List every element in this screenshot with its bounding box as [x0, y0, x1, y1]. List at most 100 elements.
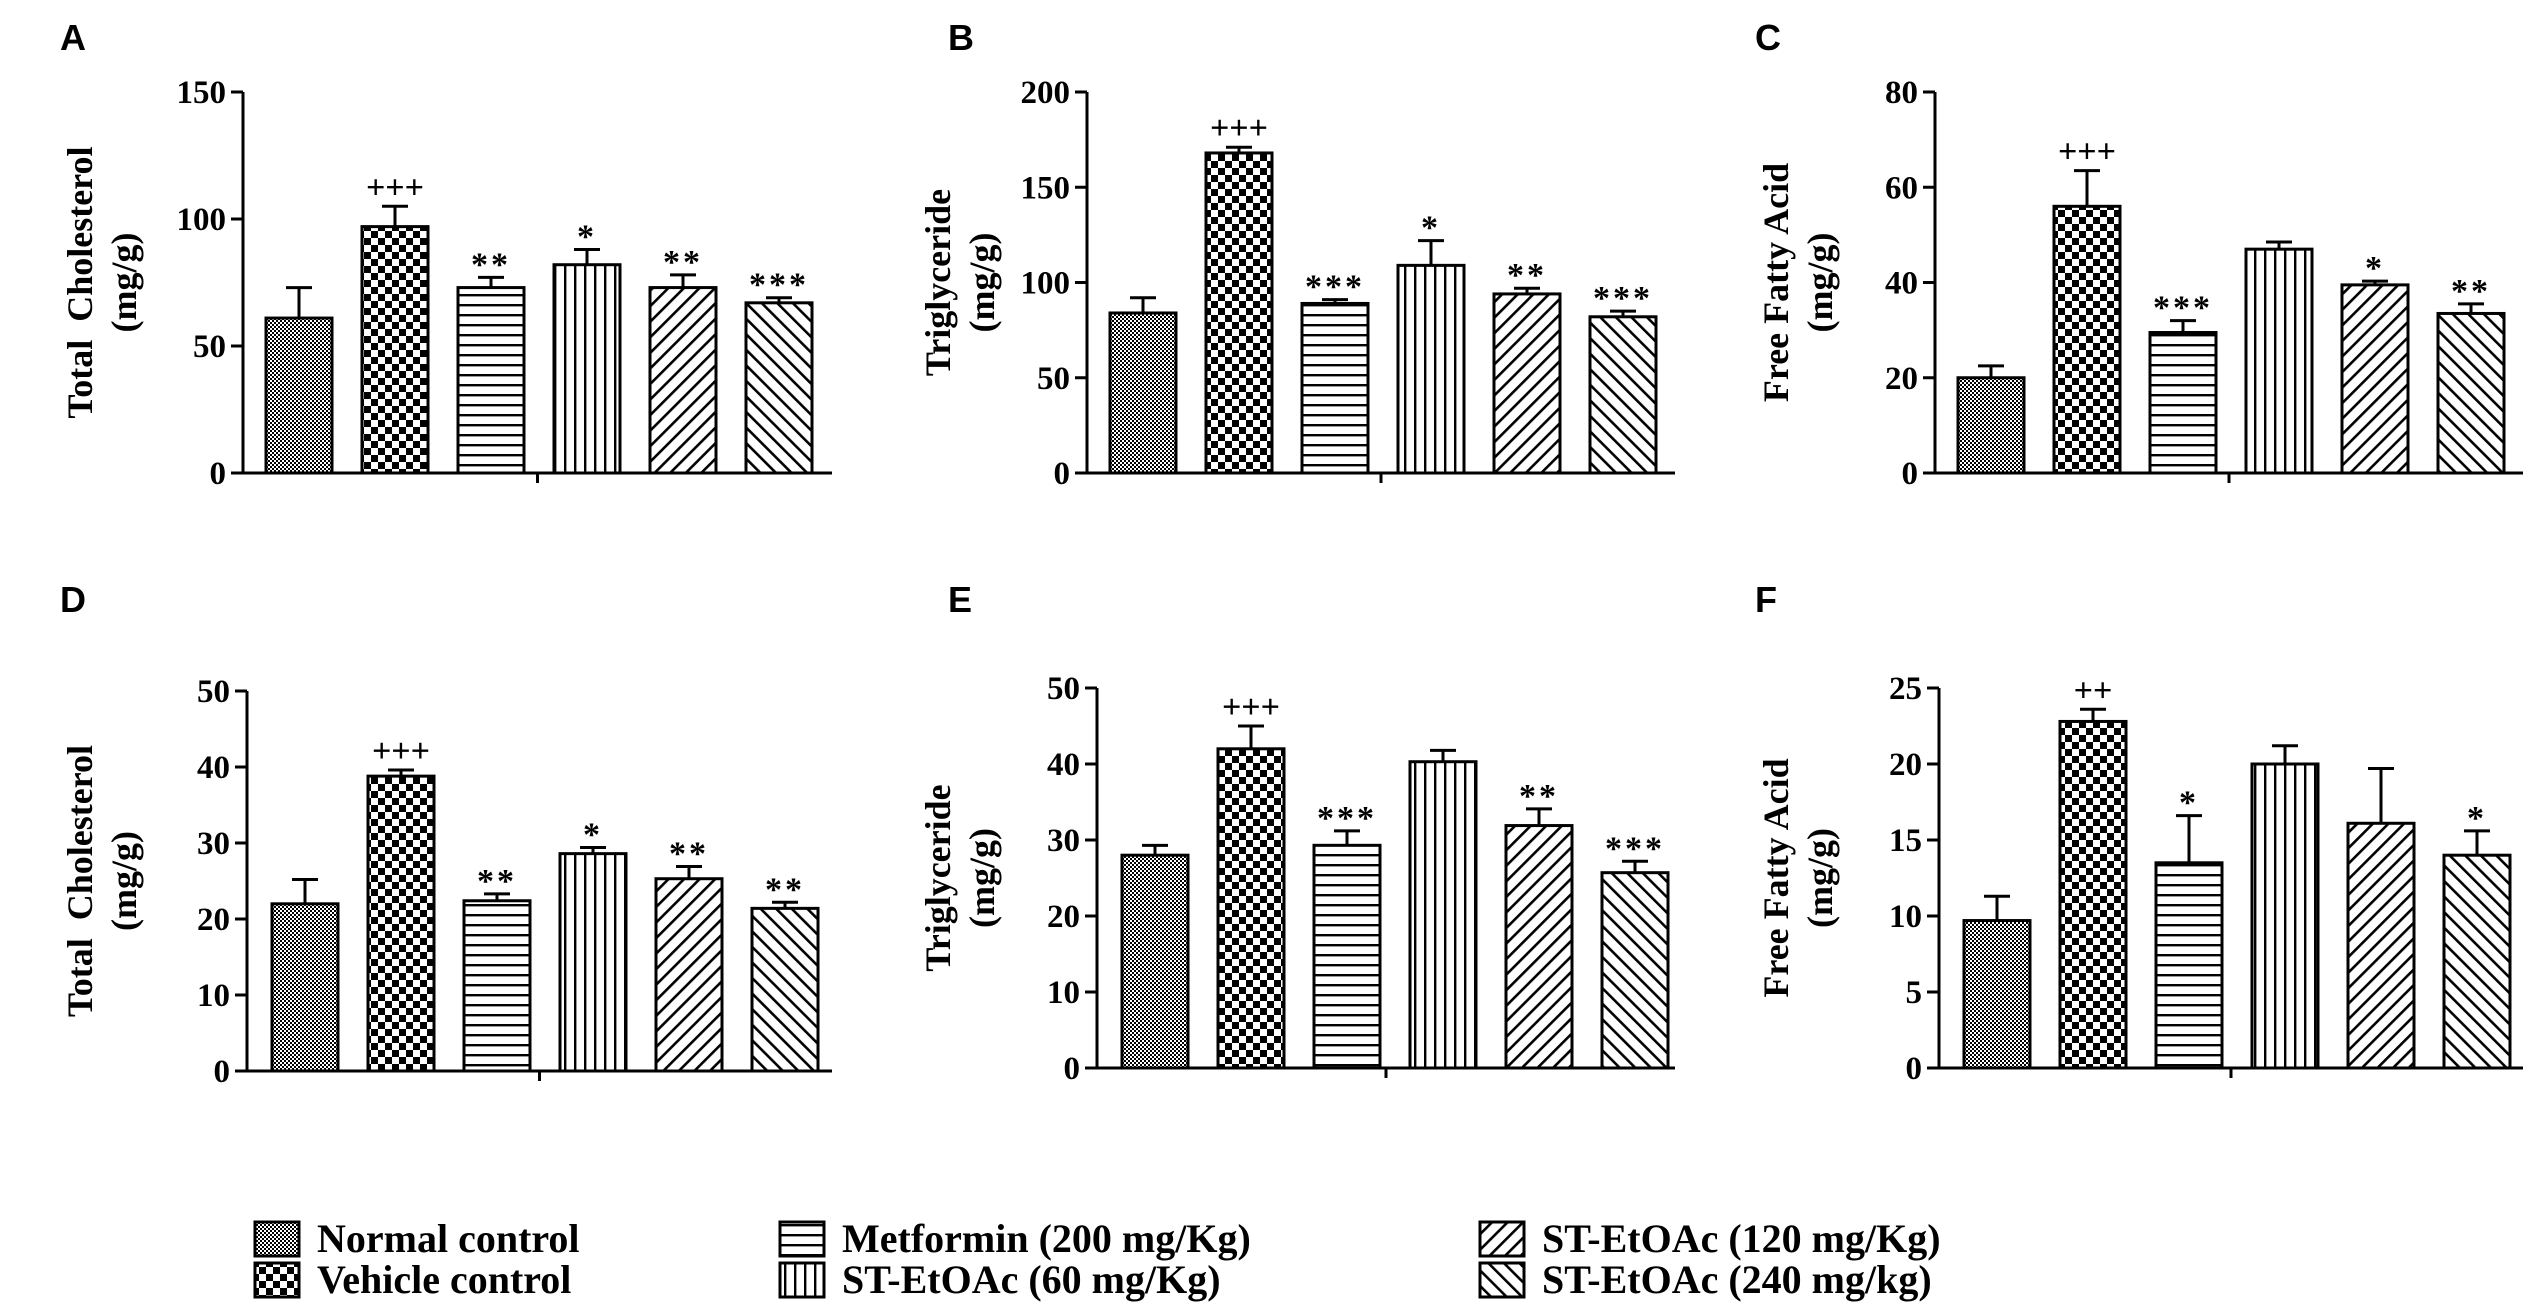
y-tick-label: 0 — [1054, 456, 1071, 492]
bar-metformin — [2148, 331, 2218, 475]
significance-label: * — [583, 817, 603, 854]
significance-label: +++ — [1222, 689, 1280, 726]
significance-label: *** — [1317, 800, 1377, 837]
bar-metformin — [1312, 843, 1382, 1070]
y-tick-label: 20 — [1047, 899, 1080, 935]
y-tick-label: 0 — [214, 1054, 231, 1090]
significance-label: ** — [669, 836, 709, 873]
significance-label: ** — [1507, 257, 1547, 294]
legend-swatch — [253, 1220, 301, 1258]
bar-vehicle — [1204, 151, 1274, 475]
y-axis-label-line2: (mg/g) — [1800, 828, 1840, 928]
legend-item-st240: ST-EtOAc (240 mg/kg) — [1478, 1257, 1932, 1302]
y-tick-label: 10 — [1889, 899, 1922, 935]
significance-label: * — [1421, 210, 1441, 247]
legend-label: Vehicle control — [317, 1257, 571, 1302]
bar-st60 — [2250, 762, 2320, 1070]
significance-label: ++ — [2074, 672, 2113, 709]
y-tick-label: 0 — [1902, 456, 1919, 492]
y-axis-label-line2: (mg/g) — [1800, 233, 1840, 333]
bar-metformin — [456, 286, 526, 475]
y-axis-label: Total Cholesterol (mg/g) — [60, 146, 144, 418]
panel-letter: E — [948, 579, 972, 620]
bar-vehicle — [2052, 204, 2122, 475]
significance-label: ** — [477, 863, 517, 900]
y-axis-label-line1: Triglyceride — [918, 784, 958, 971]
y-tick-label: 50 — [197, 674, 230, 710]
significance-label: *** — [1593, 280, 1653, 317]
y-tick-label: 100 — [1021, 266, 1071, 302]
y-axis-label-line2: (mg/g) — [962, 233, 1002, 333]
y-axis-label-line1: Total Cholesterol — [60, 146, 100, 418]
y-tick-label: 150 — [1021, 170, 1071, 206]
y-tick-label: 20 — [1885, 361, 1918, 397]
legend-label: ST-EtOAc (120 mg/Kg) — [1542, 1216, 1941, 1261]
chart-panel-f: F Free Fatty Acid (mg/g) 0 5 10 15 20 25 ++ * * — [1755, 579, 2523, 1087]
y-axis-label-line1: Free Fatty Acid — [1756, 163, 1796, 402]
legend-item-st60: ST-EtOAc (60 mg/Kg) — [778, 1257, 1221, 1302]
significance-label: ** — [2451, 273, 2491, 310]
y-tick-label: 80 — [1885, 75, 1918, 111]
bar-st120 — [1492, 292, 1562, 475]
y-tick-label: 50 — [1037, 361, 1070, 397]
bar-st240 — [750, 906, 820, 1073]
bar-metformin — [462, 899, 532, 1073]
y-tick-label: 50 — [193, 329, 226, 365]
legend-item-metformin: Metformin (200 mg/Kg) — [778, 1216, 1251, 1261]
y-tick-label: 200 — [1021, 75, 1071, 111]
significance-label: +++ — [372, 733, 430, 770]
y-axis-label: Triglyceride (mg/g) — [918, 189, 1002, 376]
significance-label: ** — [1519, 778, 1559, 815]
legend-swatch — [1478, 1220, 1526, 1258]
legend-item-vehicle: Vehicle control — [253, 1257, 571, 1302]
significance-label: * — [2365, 250, 2385, 287]
y-tick-label: 15 — [1889, 823, 1922, 859]
y-axis-label-line1: Free Fatty Acid — [1756, 758, 1796, 997]
bar-st240 — [2436, 311, 2506, 475]
legend-swatch — [778, 1220, 826, 1258]
y-tick-label: 0 — [1906, 1051, 1923, 1087]
significance-label: * — [2179, 785, 2199, 822]
bar-normal — [1956, 376, 2026, 475]
bar-vehicle — [2058, 719, 2128, 1070]
bar-normal — [1108, 311, 1178, 475]
y-axis-label: Free Fatty Acid (mg/g) — [1756, 758, 1840, 997]
significance-label: ** — [765, 871, 805, 908]
y-tick-label: 150 — [177, 75, 227, 111]
y-tick-label: 20 — [197, 902, 230, 938]
significance-label: +++ — [1210, 110, 1268, 147]
y-tick-label: 10 — [1047, 975, 1080, 1011]
y-tick-label: 20 — [1889, 747, 1922, 783]
panel-letter: F — [1755, 579, 1777, 620]
legend-label: ST-EtOAc (240 mg/kg) — [1542, 1257, 1932, 1302]
significance-label: *** — [1605, 830, 1665, 867]
y-axis-label-line2: (mg/g) — [104, 831, 144, 931]
bar-normal — [1120, 853, 1190, 1070]
bar-st120 — [654, 877, 724, 1073]
panel-letter: A — [60, 17, 86, 58]
bar-metformin — [2154, 861, 2224, 1070]
bar-normal — [270, 902, 340, 1073]
significance-label: *** — [2153, 290, 2213, 327]
bar-st120 — [648, 286, 718, 475]
legend-swatch — [778, 1261, 826, 1299]
bar-st120 — [2346, 821, 2416, 1070]
bar-st120 — [2340, 283, 2410, 475]
y-tick-label: 0 — [210, 456, 227, 492]
y-tick-label: 10 — [197, 978, 230, 1014]
significance-label: *** — [749, 267, 809, 304]
y-axis-label: Free Fatty Acid (mg/g) — [1756, 163, 1840, 402]
y-tick-label: 40 — [1885, 266, 1918, 302]
y-axis-label-line2: (mg/g) — [962, 828, 1002, 928]
y-tick-label: 40 — [197, 750, 230, 786]
y-tick-label: 5 — [1906, 975, 1923, 1011]
y-axis-label-line2: (mg/g) — [104, 233, 144, 333]
bar-st240 — [1588, 315, 1658, 475]
